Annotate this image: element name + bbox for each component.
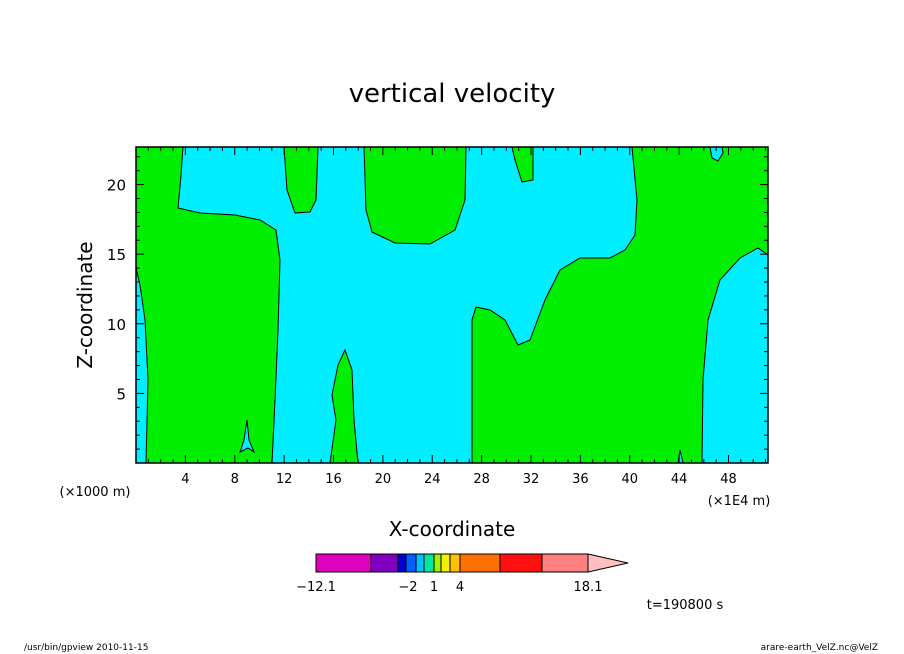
chart-title: vertical velocity [349,79,556,109]
x-axis-title: X-coordinate [389,517,516,541]
colorbar-bin [440,553,451,573]
negative-region-left [136,267,149,463]
x-tick-label: 48 [720,472,737,487]
y-tick-label: 5 [116,385,126,403]
plot-area [135,146,769,464]
footer-left: /usr/bin/gpview 2010-11-15 [24,643,148,653]
colorbar-bin [449,553,461,573]
y-tick-label: 20 [107,177,126,195]
x-tick-label: 44 [671,472,688,487]
negative-region-main [177,147,638,463]
y-tick-label: 10 [107,316,126,334]
x-tick-label: 32 [523,472,540,487]
colorbar-label-1: 1 [430,580,438,595]
x-scale-label: (×1E4 m) [708,494,771,509]
colorbar-bin [315,553,372,573]
colorbar-bin [541,553,589,573]
x-tick-label: 24 [424,472,441,487]
colorbar-labels: −12.1 −2 1 4 18.1 [296,580,602,595]
x-axis: 4 8 12 16 20 24 28 32 36 40 44 48 [147,147,767,487]
colorbar-bin [499,553,543,573]
negative-region-small-top [709,147,724,162]
colorbar-label-4: 4 [456,580,464,595]
colorbar-bin [397,553,407,573]
colorbar-bin [405,553,417,573]
y-axis: 5 10 15 20 [107,156,768,450]
x-tick-label: 8 [231,472,239,487]
x-tick-label: 12 [276,472,293,487]
y-axis-title: Z-coordinate [73,241,97,368]
x-tick-label: 40 [621,472,638,487]
footer-right: arare-earth_VelZ.nc@VelZ [761,643,878,653]
y-scale-label: (×1000 m) [60,485,131,500]
colorbar-bin [433,553,442,573]
negative-region-right [701,247,768,463]
colorbar-label-neg2: −2 [398,580,417,595]
colorbar-label-max: 18.1 [574,580,603,595]
colorbar-bin [423,553,435,573]
x-tick-label: 16 [325,472,342,487]
colorbar-arrow [587,553,629,573]
y-tick-label: 15 [107,246,126,264]
colorbar-label-min: −12.1 [296,580,336,595]
time-label: t=190800 s [647,598,724,613]
x-tick-label: 36 [572,472,589,487]
x-tick-label: 28 [473,472,490,487]
x-tick-label: 4 [181,472,189,487]
plot-frame [135,146,769,464]
colorbar-bin [415,553,425,573]
x-tick-label: 20 [375,472,392,487]
colorbar-bin [459,553,501,573]
negative-spike-1 [239,419,256,454]
colorbar-bin [370,553,399,573]
colorbar [315,553,629,573]
